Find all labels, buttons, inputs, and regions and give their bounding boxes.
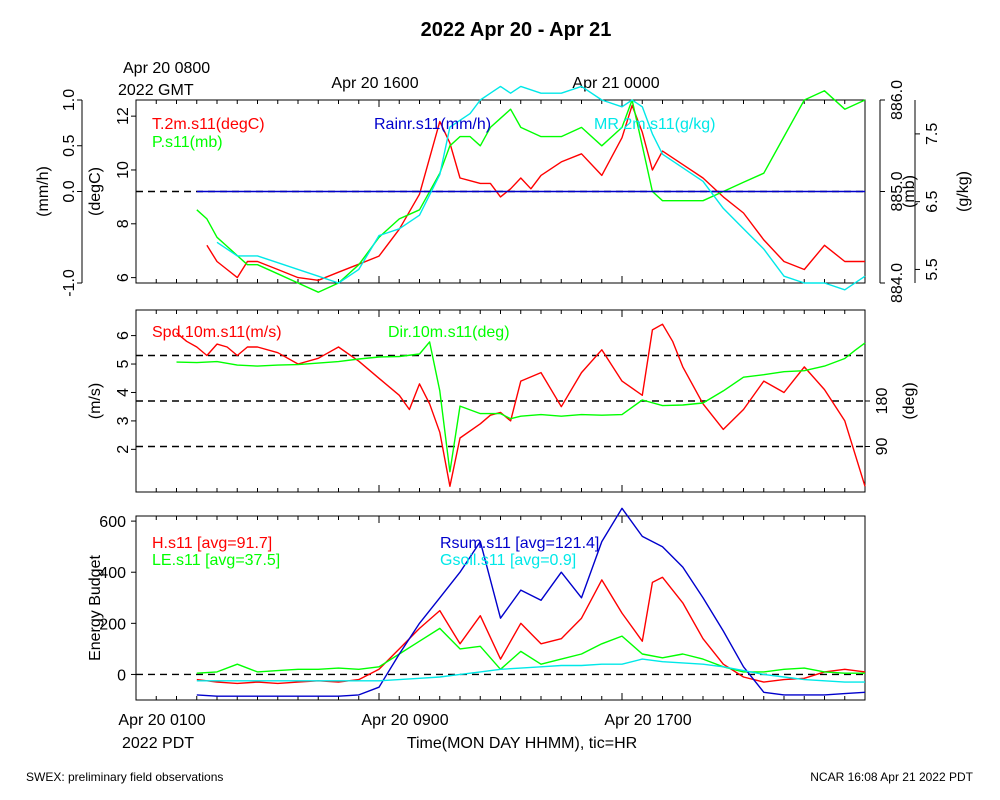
rain-axis-tick-label: 0.5 [61,135,78,157]
pressure-axis-label: (mb) [901,175,918,208]
energy-axis-tick-label: 0 [117,667,126,684]
x-axis-label: Time(MON DAY HHMM), tic=HR [407,735,637,752]
rain-axis-label: (mm/h) [35,166,52,217]
gmt-label-2: 2022 GMT [118,82,194,99]
pdt-tick-label: Apr 20 0900 [361,712,448,729]
energy-axis-label-group: Energy Budget [87,555,104,661]
series-line [196,507,866,697]
legend-label: Gsoil.s11 [avg=0.9] [440,552,576,569]
direction-axis-tick-label-group: 90 [874,438,891,456]
mr-axis-tick-label-group: 7.5 [924,123,941,145]
mr-axis-tick-label-group: 5.5 [924,258,941,280]
legend-label: Rsum.s11 [avg=121.4] [440,535,599,552]
rain-axis-tick-label-group: -1.0 [61,269,78,297]
mr-axis-label: (g/kg) [955,171,972,212]
rain-axis-label-group: (mm/h) [35,166,52,217]
rain-axis-tick-label: 1.0 [61,89,78,111]
rain-axis-tick-label: 0.0 [61,180,78,202]
direction-axis-tick-label: 90 [874,438,891,456]
temp-axis-tick-label: 8 [115,219,132,228]
pdt-label: 2022 PDT [122,735,194,752]
temp-axis-label: (degC) [87,167,104,216]
pressure-axis-tick-label-group: 884.0 [889,263,906,303]
pressure-axis-tick-label-group: 885.0 [889,171,906,211]
temp-axis-tick-label-group: 10 [115,161,132,179]
temp-axis-label-group: (degC) [87,167,104,216]
gmt-label-1: Apr 20 0800 [123,60,210,77]
pressure-axis-tick-label: 884.0 [889,263,906,303]
temp-axis-tick-label: 10 [115,161,132,179]
gmt-tick-label: Apr 21 0000 [572,75,659,92]
mr-axis-tick-label: 5.5 [924,258,941,280]
speed-axis-tick-label-group: 6 [115,331,132,340]
legend-label: P.s11(mb) [152,134,223,151]
rain-axis-tick-label: -1.0 [61,269,78,297]
speed-axis-tick-label-group: 4 [115,388,132,397]
temp-axis-tick-label-group: 6 [115,273,132,282]
temp-axis-tick-label-group: 8 [115,219,132,228]
speed-axis-tick-label: 4 [115,388,132,397]
series-line [196,627,865,674]
energy-axis-tick-label: 200 [99,616,126,633]
rain-axis-tick-label-group: 0.0 [61,180,78,202]
speed-axis-tick-label-group: 2 [115,445,132,454]
pdt-tick-label: Apr 20 0100 [118,712,205,729]
mr-axis-tick-label: 6.5 [924,190,941,212]
direction-axis-tick-label-group: 180 [874,388,891,415]
series-line [196,658,865,683]
mr-axis-label-group: (g/kg) [955,171,972,212]
footer-left: SWEX: preliminary field observations [26,770,223,784]
pdt-tick-label: Apr 20 1700 [604,712,691,729]
speed-axis-label: (m/s) [87,383,104,419]
direction-axis-label: (deg) [901,382,918,419]
series-line [176,341,866,473]
speed-axis-tick-label: 5 [115,359,132,368]
speed-axis-tick-label-group: 5 [115,359,132,368]
energy-axis-tick-label: 400 [99,565,126,582]
legend-label: LE.s11 [avg=37.5] [152,552,280,569]
series-line [216,85,866,291]
energy-axis-label: Energy Budget [87,555,104,661]
rain-axis-tick-label-group: 0.5 [61,135,78,157]
gmt-tick-label: Apr 20 1600 [331,75,418,92]
pressure-axis-label-group: (mb) [901,175,918,208]
legend-label: T.2m.s11(degC) [152,116,265,133]
rain-axis-tick-label-group: 1.0 [61,89,78,111]
footer-right: NCAR 16:08 Apr 21 2022 PDT [810,770,973,784]
series-line [206,104,865,281]
speed-axis-tick-label-group: 3 [115,416,132,425]
temp-axis-tick-label: 6 [115,273,132,282]
legend-label: Rainr.s11(mm/h) [374,116,491,133]
temp-axis-tick-label-group: 12 [115,107,132,125]
direction-axis-tick-label: 180 [874,388,891,415]
speed-axis-tick-label: 3 [115,416,132,425]
energy-axis-tick-label: 600 [99,514,126,531]
legend-label: Dir.10m.s11(deg) [388,324,510,341]
chart-title: 2022 Apr 20 - Apr 21 [421,19,612,41]
direction-axis-label-group: (deg) [901,382,918,419]
temp-axis-tick-label: 12 [115,107,132,125]
pressure-axis-tick-label-group: 886.0 [889,80,906,120]
speed-axis-tick-label: 2 [115,445,132,454]
pressure-axis-tick-label: 885.0 [889,171,906,211]
mr-axis-tick-label: 7.5 [924,123,941,145]
legend-label: MR.2m.s11(g/kg) [594,116,716,133]
legend-label: Spd.10m.s11(m/s) [152,324,282,341]
pressure-axis-tick-label: 886.0 [889,80,906,120]
speed-axis-tick-label: 6 [115,331,132,340]
speed-axis-label-group: (m/s) [87,383,104,419]
series-line [176,323,866,487]
mr-axis-tick-label-group: 6.5 [924,190,941,212]
legend-label: H.s11 [avg=91.7] [152,535,272,552]
